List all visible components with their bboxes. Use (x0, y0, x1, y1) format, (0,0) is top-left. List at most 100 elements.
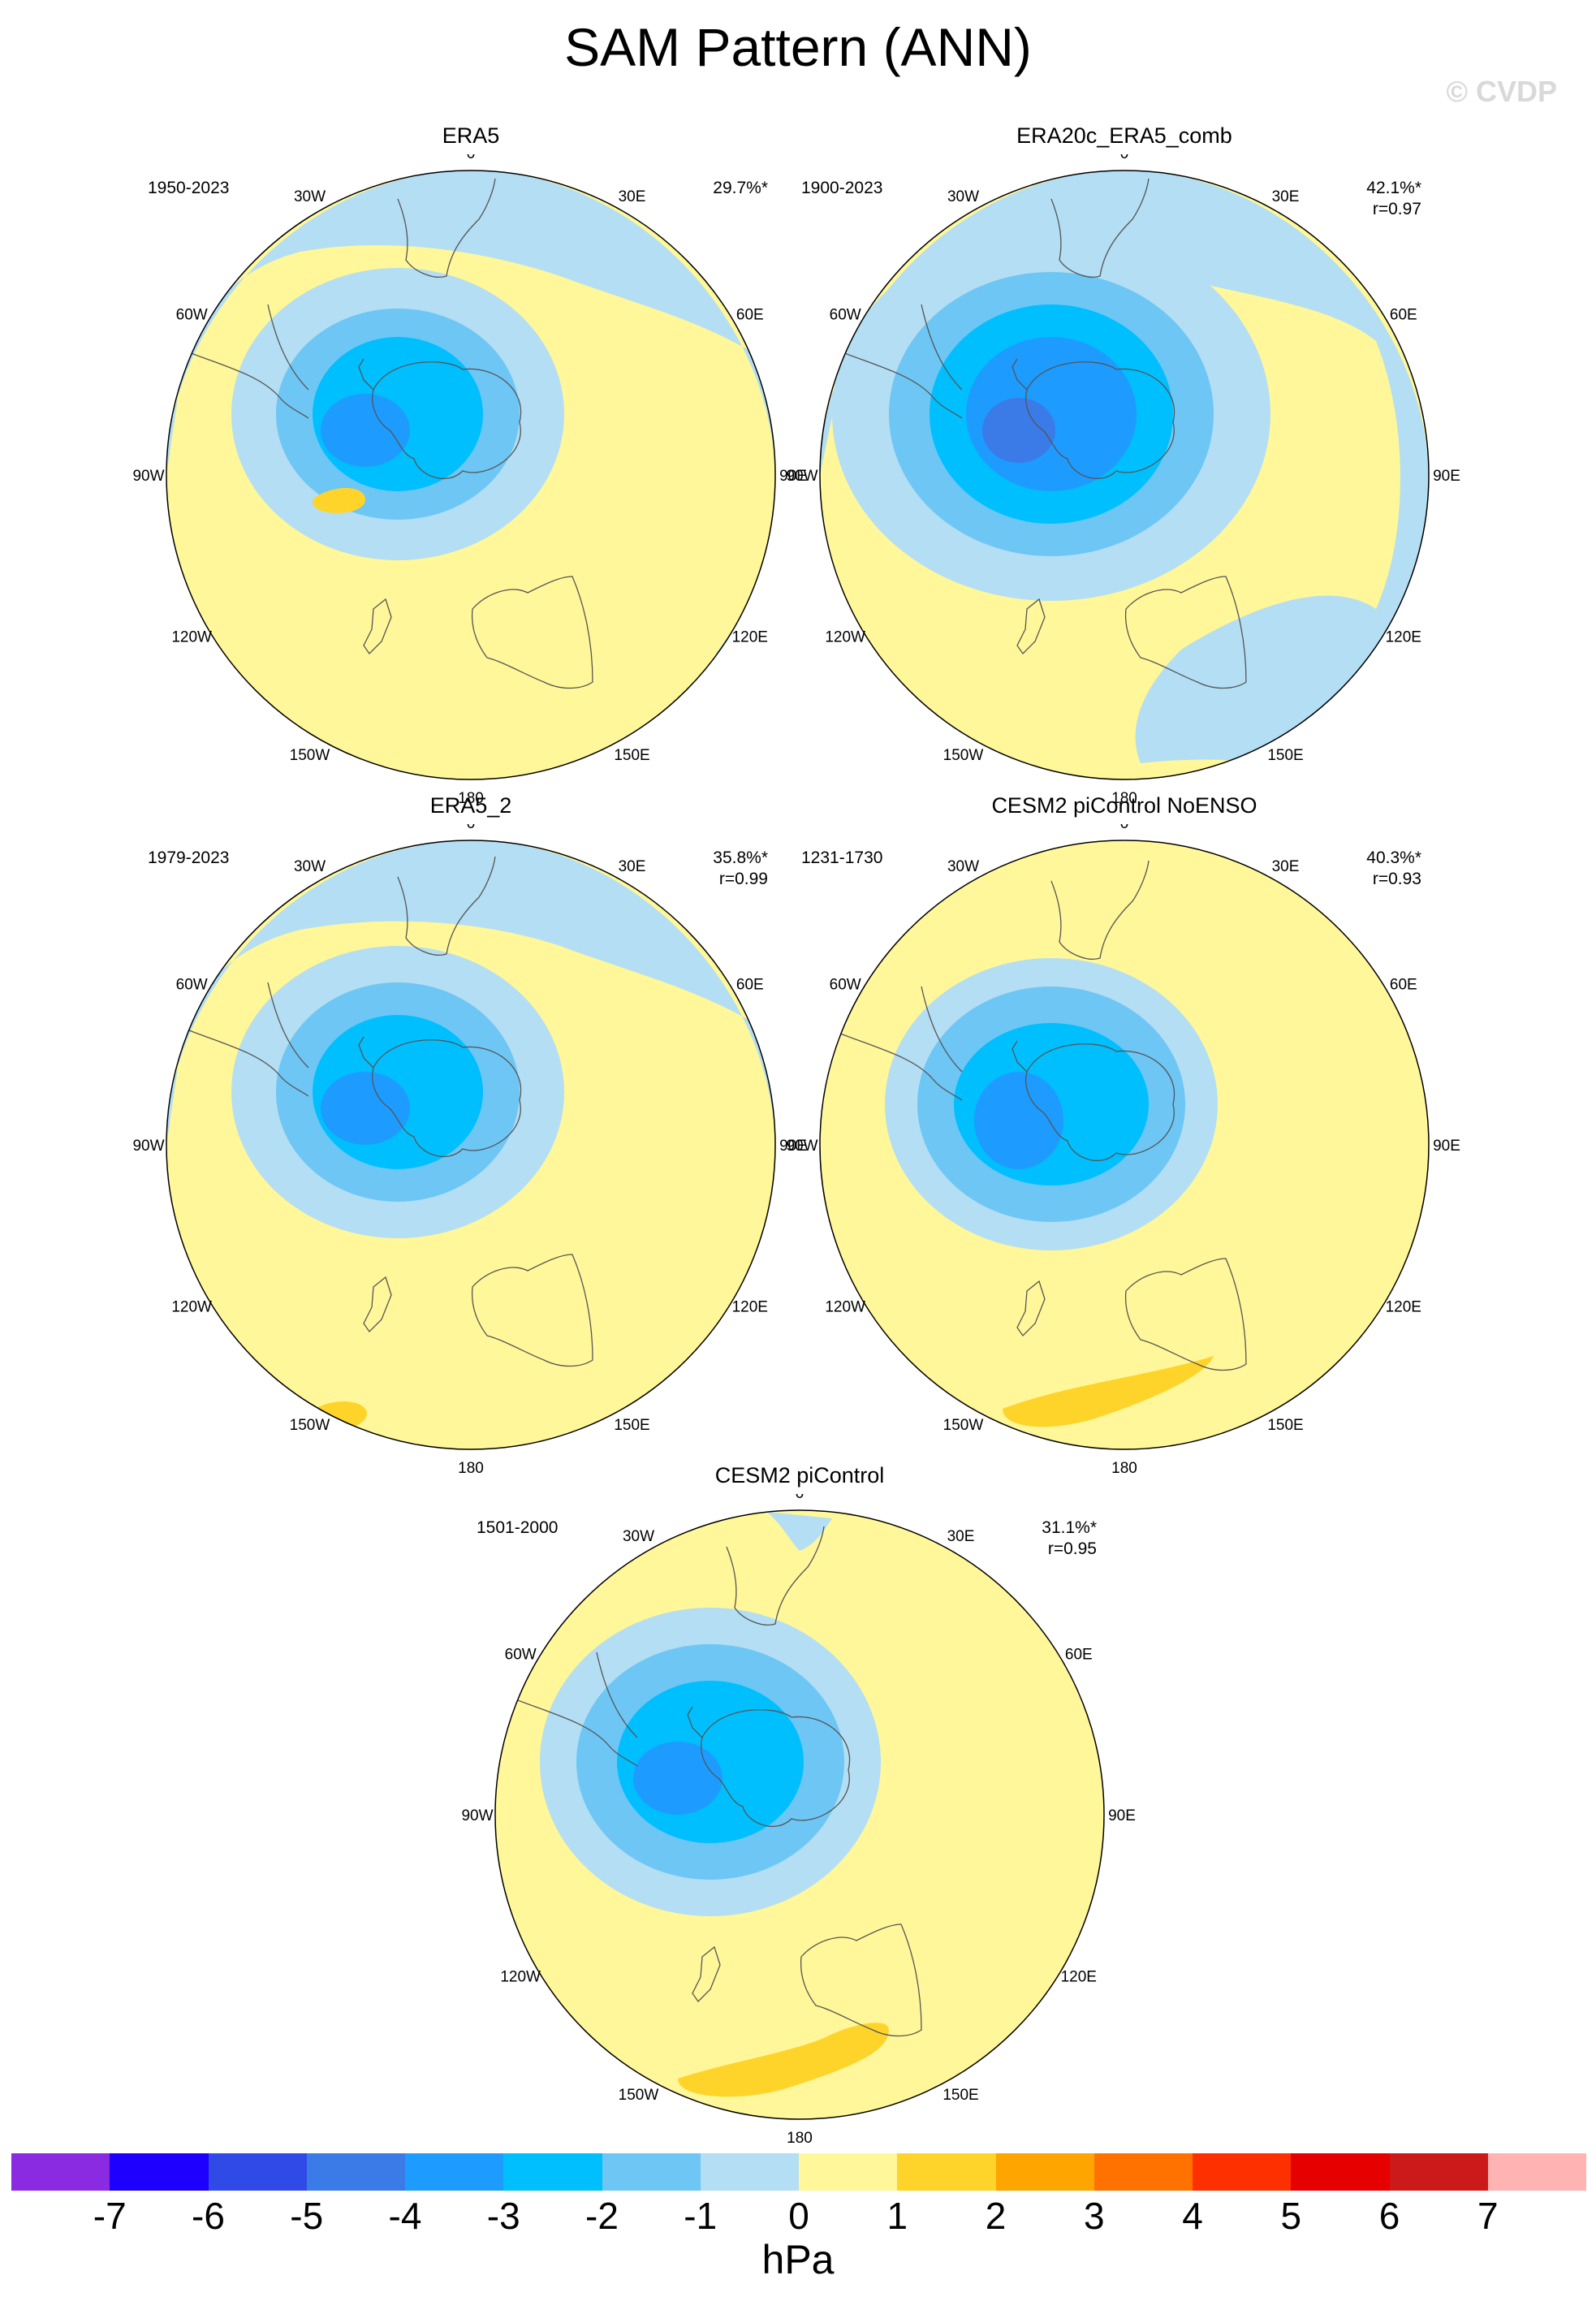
longitude-label: 60W (830, 307, 861, 324)
colorbar-tick-label: -3 (486, 2195, 520, 2237)
correlation-label: r=0.95 (1047, 1539, 1097, 1558)
australia-coastline (471, 576, 593, 689)
longitude-label: 90E (1108, 1807, 1136, 1824)
longitude-label: 120W (825, 1299, 865, 1316)
nz-coastline (1016, 1280, 1046, 1337)
longitude-label: 150E (614, 1417, 649, 1434)
colorbar-box (897, 2153, 996, 2191)
map-fill-layer (166, 171, 775, 779)
colorbar-tick-label: 3 (1083, 2195, 1105, 2237)
longitude-label: 150E (614, 747, 649, 764)
nz-coastline (363, 598, 392, 655)
map-panel-cesm2: 0 30E 60E 90E 120E 150E 180 150W 120W 90W 60W 30W C… (434, 1462, 1165, 2147)
longitude-label: 120E (1386, 629, 1421, 646)
positive-anomaly-peak (1003, 1356, 1214, 1427)
longitude-label: 120E (1386, 1299, 1421, 1316)
longitude-label: 150W (290, 1417, 330, 1434)
peninsula-coastline (358, 358, 374, 391)
africa-coastline (726, 1526, 825, 1626)
longitude-label: 60E (736, 977, 764, 994)
colorbar-box (306, 2153, 405, 2191)
variance-label: 35.8%* (713, 848, 768, 867)
longitude-label: 0 (1120, 824, 1129, 832)
panel-title: ERA20c_ERA5_comb (1016, 123, 1232, 148)
variance-label: 31.1%* (1042, 1518, 1097, 1537)
polar-map: 0 30E 60E 90E 120E 150E 180 150W 120W 90W 60W 30W (132, 154, 806, 807)
longitude-label: 60W (176, 307, 208, 324)
longitude-label: 180 (458, 1460, 484, 1477)
longitude-label: 150E (943, 2087, 978, 2104)
coastlines (823, 860, 1247, 1371)
colorbar-box (503, 2153, 602, 2191)
positive-anomaly-peak (678, 2023, 889, 2097)
peninsula-coastline (358, 1036, 374, 1069)
nz-coastline (1016, 598, 1046, 655)
colorbar-box (11, 2153, 110, 2191)
africa-coastline (1050, 178, 1150, 278)
period-label: 1900-2023 (801, 179, 883, 197)
variance-label: 40.3%* (1366, 848, 1421, 867)
longitude-label: 90W (786, 468, 817, 485)
positive-anomaly-peak (313, 487, 365, 513)
period-label: 1501-2000 (477, 1518, 559, 1537)
colorbar-tick-label: 6 (1378, 2195, 1400, 2237)
longitude-label: 60E (736, 307, 764, 324)
samerica-coastline (170, 982, 309, 1097)
longitude-label: 150W (943, 1417, 984, 1434)
colorbar-tick-label: -2 (585, 2195, 619, 2237)
longitude-label: 0 (467, 154, 476, 162)
variance-label: 29.7%* (713, 179, 768, 197)
colorbar-box (1193, 2153, 1292, 2191)
samerica-coastline (823, 304, 963, 419)
panel-title: CESM2 piControl NoENSO (991, 793, 1257, 818)
colorbar-box (1093, 2153, 1193, 2191)
colorbar-tick-label: 1 (886, 2195, 908, 2237)
longitude-label: 120W (171, 629, 212, 646)
colorbar-box (1487, 2153, 1586, 2191)
correlation-label: r=0.97 (1372, 200, 1421, 218)
longitude-label: 0 (796, 1494, 804, 1502)
africa-coastline (1050, 860, 1150, 960)
africa-coastline (397, 856, 496, 956)
period-label: 1231-1730 (801, 848, 883, 867)
longitude-label: 30E (619, 858, 646, 875)
colorbar-box (799, 2153, 898, 2191)
longitude-label: 30E (947, 1528, 975, 1545)
africa-coastline (397, 178, 496, 278)
samerica-coastline (170, 304, 309, 419)
longitude-label: 150E (1267, 1417, 1303, 1434)
negative-anomaly-region (166, 171, 775, 475)
longitude-label: 90E (779, 1138, 807, 1155)
longitude-label: 90E (1433, 468, 1460, 485)
variance-label: 42.1%* (1366, 179, 1421, 197)
colorbar-tick-label: 7 (1477, 2195, 1499, 2237)
map-fill-layer (820, 840, 1429, 1449)
colorbar-tick-label: -1 (684, 2195, 718, 2237)
peninsula-coastline (1012, 358, 1028, 391)
colorbar-box (110, 2153, 209, 2191)
antarctica-coastline (1025, 361, 1175, 480)
colorbar-tick-label: 0 (788, 2195, 809, 2237)
longitude-label: 90W (132, 1138, 164, 1155)
map-panel-era20c: 0 30E 60E 90E 120E 150E 180 150W 120W 90W 60W 30W E… (759, 122, 1490, 807)
polar-map: 0 30E 60E 90E 120E 150E 180 150W 120W 90W 60W 30W (461, 1494, 1136, 2147)
map-boundary (819, 840, 1430, 1450)
longitude-label: 90W (132, 468, 164, 485)
longitude-label: 120E (732, 629, 768, 646)
australia-coastline (1124, 576, 1247, 689)
colorbar-tick-label: -7 (93, 2195, 127, 2237)
correlation-label: r=0.99 (718, 870, 768, 888)
coastlines (498, 1526, 922, 2037)
map-boundary (166, 170, 776, 780)
longitude-label: 150W (943, 747, 984, 764)
colorbar-tick-label: -6 (192, 2195, 225, 2237)
cvdp-watermark: © CVDP (1446, 75, 1557, 108)
colorbar-tick-label: 5 (1280, 2195, 1302, 2237)
nz-coastline (692, 1945, 721, 2003)
peninsula-coastline (687, 1706, 703, 1738)
map-boundary (494, 1509, 1105, 2120)
map-panel-era5: 0 30E 60E 90E 120E 150E 180 150W 120W 90W 60W 30W E… (106, 122, 836, 807)
negative-anomaly-contour (982, 398, 1055, 463)
negative-anomaly-region (767, 1512, 832, 1551)
longitude-label: 90E (1433, 1138, 1460, 1155)
